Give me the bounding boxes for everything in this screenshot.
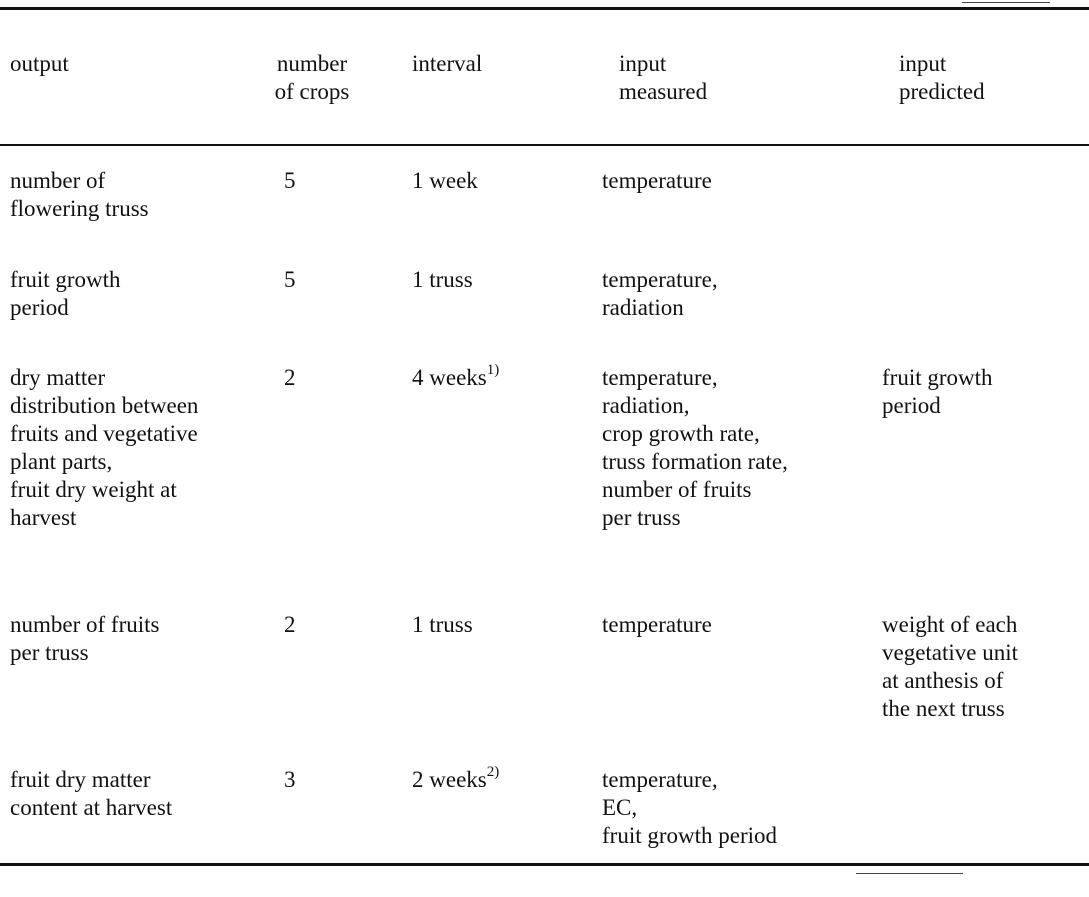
interval-footnote: 2) <box>486 764 500 781</box>
table-row-output: dry matter distribution between fruits a… <box>10 365 199 530</box>
header-output: output <box>10 51 69 76</box>
bottom-rule <box>0 863 1089 866</box>
table-row-input-predicted: fruit growth period <box>882 365 993 418</box>
scan-mark <box>856 873 963 874</box>
table-row-interval: 1 week <box>412 167 572 195</box>
interval-value: 1 truss <box>412 267 473 292</box>
table-row-input-measured: temperature, radiation <box>602 267 718 320</box>
top-rule <box>0 7 1089 10</box>
table-row-output: fruit dry matter content at harvest <box>10 767 173 820</box>
header-rule <box>0 144 1089 146</box>
table-row-crops: 5 <box>284 168 296 193</box>
scan-mark <box>962 2 1050 3</box>
table-row-interval: 1 truss <box>412 611 572 639</box>
table-row-interval: 4 weeks1) <box>412 362 572 392</box>
interval-value: 2 weeks <box>412 767 487 792</box>
table-row-crops: 2 <box>284 612 296 637</box>
table-row-input-measured: temperature <box>602 168 712 193</box>
table-row-input-measured: temperature <box>602 612 712 637</box>
table-row-interval: 2 weeks2) <box>412 764 572 794</box>
interval-value: 1 week <box>412 168 478 193</box>
table-row-input-measured: temperature, radiation, crop growth rate… <box>602 365 788 530</box>
interval-value: 4 weeks <box>412 365 487 390</box>
interval-footnote: 1) <box>486 362 500 379</box>
header-interval: interval <box>412 51 483 76</box>
header-input-measured: input measured <box>619 51 708 104</box>
table-row-crops: 2 <box>284 365 296 390</box>
header-input-predicted: input predicted <box>899 51 985 104</box>
interval-value: 1 truss <box>412 612 473 637</box>
table-row-output: number of flowering truss <box>10 168 149 221</box>
header-number-of-crops: number of crops <box>274 51 350 104</box>
table-row-interval: 1 truss <box>412 266 572 294</box>
table-row-output: fruit growth period <box>10 267 121 320</box>
table-row-crops: 3 <box>284 767 296 792</box>
table-row-input-measured: temperature, EC, fruit growth period <box>602 767 778 848</box>
table-row-input-predicted: weight of each vegetative unit at anthes… <box>882 612 1019 721</box>
table-row-output: number of fruits per truss <box>10 612 160 665</box>
table-row-crops: 5 <box>284 267 296 292</box>
